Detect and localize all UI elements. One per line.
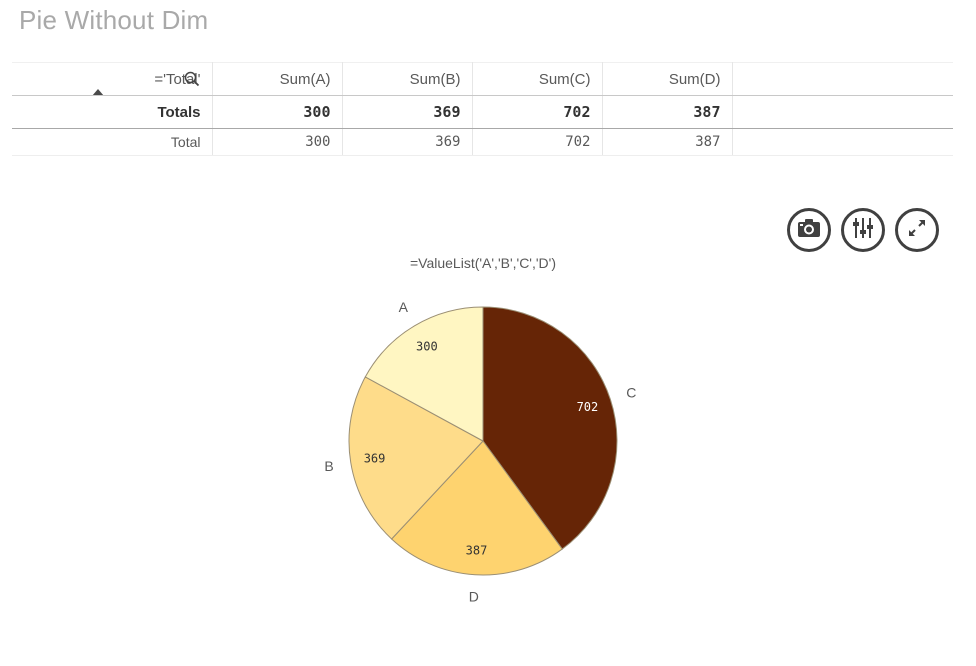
dimension-header-label: ='Total': [154, 70, 201, 88]
totals-row: Totals 300 369 702 387: [12, 95, 953, 129]
slice-category-label: B: [324, 458, 333, 474]
slice-category-label: A: [399, 299, 409, 315]
chart-title: =ValueList('A','B','C','D'): [409, 255, 556, 271]
slice-value-label: 702: [577, 400, 599, 414]
column-header-sum-c[interactable]: Sum(C): [472, 62, 603, 96]
page-title: Pie Without Dim: [19, 5, 209, 35]
empty-header-cell: [732, 62, 953, 96]
fullscreen-button[interactable]: [895, 208, 939, 252]
total-sum-d: 387: [602, 95, 733, 129]
slice-value-label: 369: [364, 452, 386, 466]
empty-row-cell: [732, 128, 953, 156]
column-header-sum-d[interactable]: Sum(D): [602, 62, 733, 96]
row-dimension-value[interactable]: Total: [12, 128, 213, 156]
pie-slice-c[interactable]: [482, 306, 618, 550]
slice-category-label: D: [469, 589, 479, 605]
column-header-sum-b[interactable]: Sum(B): [342, 62, 473, 96]
slice-value-label: 387: [466, 544, 488, 558]
row-sum-a: 300: [212, 128, 343, 156]
empty-totals-cell: [732, 95, 953, 129]
pie-slice-a[interactable]: [364, 306, 484, 442]
table-header-row: ='Total' Sum(A) Sum(B) Sum(C) Sum(D): [12, 62, 953, 96]
row-sum-d: 387: [602, 128, 733, 156]
pie-slice-b[interactable]: [348, 376, 484, 540]
search-icon[interactable]: [184, 71, 200, 91]
total-sum-c: 702: [472, 95, 603, 129]
straight-table: ='Total' Sum(A) Sum(B) Sum(C) Sum(D) Tot…: [12, 62, 953, 156]
camera-icon: [797, 218, 821, 243]
row-sum-c: 702: [472, 128, 603, 156]
sort-indicator-icon: [92, 89, 104, 95]
slice-value-label: 300: [416, 340, 438, 354]
exploration-menu-button[interactable]: [841, 208, 885, 252]
total-sum-a: 300: [212, 95, 343, 129]
row-sum-b: 369: [342, 128, 473, 156]
snapshot-button[interactable]: [787, 208, 831, 252]
totals-label: Totals: [12, 95, 213, 129]
table-row[interactable]: Total 300 369 702 387: [12, 128, 953, 156]
pie-slice-d[interactable]: [390, 440, 563, 576]
total-sum-b: 369: [342, 95, 473, 129]
dimension-header[interactable]: ='Total': [12, 62, 213, 96]
expand-icon: [906, 217, 928, 244]
slice-category-label: C: [626, 384, 636, 400]
column-header-sum-a[interactable]: Sum(A): [212, 62, 343, 96]
sliders-icon: [851, 216, 875, 245]
